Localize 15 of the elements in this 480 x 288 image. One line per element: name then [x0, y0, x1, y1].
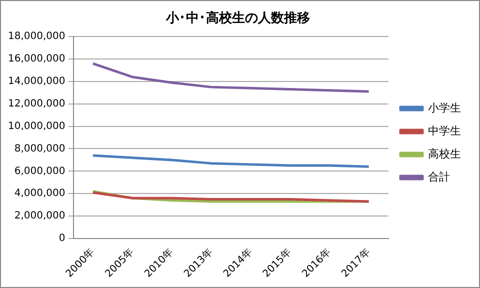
legend-label: 合計 [428, 170, 450, 184]
y-tick-label: 16,000,000 [8, 54, 66, 65]
legend-label: 小学生 [428, 101, 461, 114]
y-tick-label: 14,000,000 [8, 76, 66, 88]
y-tick-label: 2,000,000 [14, 210, 66, 222]
legend-label: 高校生 [428, 147, 461, 160]
y-tick-label: 8,000,000 [14, 143, 66, 154]
y-tick-label: 0 [58, 233, 66, 244]
legend-label: 中学生 [428, 124, 461, 138]
y-tick-label: 12,000,000 [8, 98, 66, 110]
chart-title: 小･中･高校生の人数推移 [165, 10, 310, 26]
y-tick-label: 6,000,000 [14, 166, 66, 177]
y-tick-label: 4,000,000 [14, 188, 66, 200]
y-tick-label: 10,000,000 [8, 120, 66, 132]
y-tick-label: 18,000,000 [8, 31, 66, 42]
